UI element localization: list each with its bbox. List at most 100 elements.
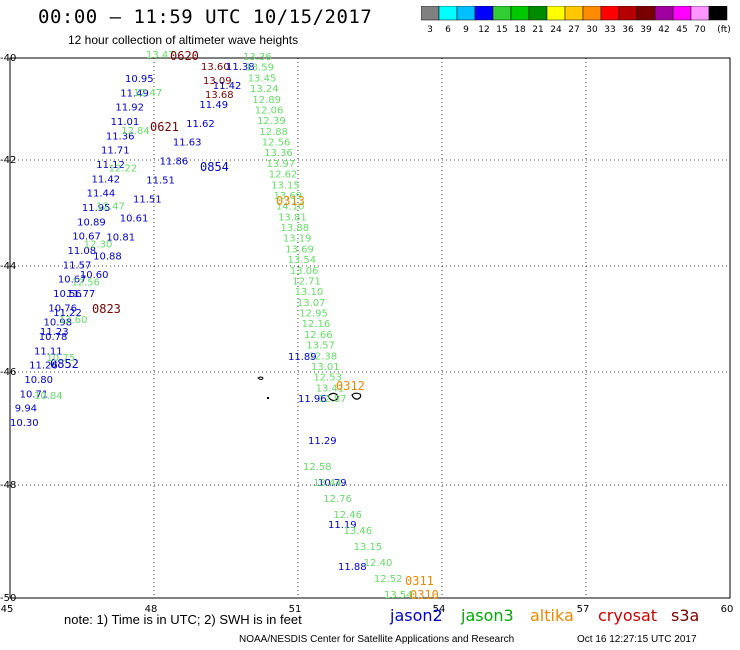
swh-value: 10.76 — [48, 303, 77, 314]
swh-value: 11.08 — [68, 246, 97, 257]
pass-time-label: 0310 — [410, 588, 439, 602]
swh-value: 12.39 — [257, 116, 286, 127]
footer-credit: NOAA/NESDIS Center for Satellite Applica… — [239, 634, 515, 645]
swh-value: 10.75 — [46, 353, 75, 364]
swh-value: 11.23 — [40, 327, 69, 338]
swh-value: 12.89 — [252, 95, 281, 106]
legend-s3a: s3a — [671, 606, 700, 625]
swh-value: 13.45 — [248, 73, 277, 84]
scale-label: 6 — [445, 25, 451, 35]
swh-value: 12.87 — [318, 394, 347, 405]
pass-time-label: 0823 — [92, 302, 121, 316]
swh-value: 11.01 — [111, 117, 140, 128]
swh-value: 11.42 — [91, 174, 120, 185]
swh-value: 13.01 — [311, 362, 340, 373]
scale-swatch — [708, 6, 728, 21]
swh-value: 11.38 — [226, 62, 255, 73]
swh-value: 12.16 — [302, 319, 331, 330]
swh-value: 11.51 — [146, 176, 175, 187]
scale-label: 39 — [640, 25, 652, 35]
swh-value: 11.86 — [160, 157, 189, 168]
swh-value: 13.57 — [306, 341, 335, 352]
lon-label: 60 — [721, 604, 734, 615]
swh-value: 13.07 — [297, 298, 326, 309]
swh-value: 10.61 — [120, 213, 149, 224]
swh-value: 11.57 — [63, 260, 92, 271]
swh-value: 13.97 — [266, 159, 295, 170]
pass-time-label: 0312 — [336, 379, 365, 393]
swh-value: 13.06 — [290, 266, 319, 277]
swh-value: 12.62 — [269, 170, 298, 181]
swh-value: 10.95 — [125, 74, 154, 85]
swh-value: 11.12 — [96, 160, 125, 171]
swh-value: 12.84 — [121, 126, 150, 137]
swh-value: 10.71 — [20, 389, 49, 400]
scale-label: 3 — [427, 25, 433, 35]
lat-label: -42 — [0, 155, 16, 166]
scale-label: 24 — [550, 25, 562, 35]
legend-jason2: jason2 — [390, 606, 443, 625]
lat-label: -44 — [0, 261, 16, 272]
swh-value: 11.51 — [133, 195, 162, 206]
swh-value: 13.36 — [243, 52, 272, 63]
scale-label: 18 — [514, 25, 526, 35]
swh-value: 13.54 — [288, 255, 317, 266]
swh-value: 12.46 — [333, 510, 362, 521]
swh-value: 10.67 — [72, 232, 101, 243]
swh-value: 12.76 — [323, 494, 352, 505]
swh-value: 11.44 — [87, 189, 116, 200]
swh-value: 11.92 — [115, 103, 144, 114]
swh-value: 11.49 — [120, 88, 149, 99]
swh-value: 11.95 — [82, 203, 111, 214]
lon-label: 57 — [577, 604, 590, 615]
swh-value: 9.94 — [15, 404, 37, 415]
swh-value: 12.47 — [96, 202, 125, 213]
swh-value: 13.44 — [313, 478, 342, 489]
swh-value: 12.40 — [364, 558, 393, 569]
lat-label: -48 — [0, 480, 16, 491]
swh-value: 13.54 — [384, 590, 413, 601]
swh-value: 13.46 — [344, 526, 373, 537]
swh-value: 10.78 — [39, 332, 68, 343]
swh-value: 11.11 — [34, 346, 63, 357]
swh-value: 13.69 — [285, 244, 314, 255]
scale-label: 42 — [658, 25, 669, 35]
lon-label: 48 — [145, 604, 158, 615]
scale-label: 12 — [478, 25, 489, 35]
map-subtitle: 12 hour collection of altimeter wave hei… — [68, 33, 299, 47]
swh-value: 11.26 — [29, 361, 58, 372]
swh-value: 10.98 — [44, 318, 73, 329]
island-outline — [257, 376, 362, 402]
pass-time-label: 0852 — [50, 357, 79, 371]
swh-value: 13.19 — [283, 234, 312, 245]
lat-label: -46 — [0, 367, 16, 378]
swh-value: 12.60 — [59, 315, 88, 326]
footer-timestamp: Oct 16 12:27:15 UTC 2017 — [577, 634, 697, 645]
scale-label: 45 — [676, 25, 687, 35]
swh-value: 11.89 — [288, 352, 317, 363]
lat-label: -40 — [0, 53, 16, 64]
pass-time-label: 0621 — [150, 120, 179, 134]
swh-value: 11.77 — [67, 289, 96, 300]
map-frame — [9, 57, 731, 599]
swh-value: 13.68 — [205, 90, 234, 101]
swh-value: 13.59 — [245, 63, 274, 74]
swh-value: 13.41 — [316, 383, 345, 394]
swh-value: 12.52 — [374, 574, 403, 585]
lon-label: 51 — [289, 604, 302, 615]
swh-value: 13.60 — [201, 62, 230, 73]
swh-value: 12.38 — [309, 351, 338, 362]
lat-label: -50 — [0, 593, 16, 604]
scale-label: 21 — [532, 25, 543, 35]
swh-value: 11.36 — [106, 131, 135, 142]
swh-value: 13.15 — [354, 542, 383, 553]
pass-time-label: 0313 — [276, 194, 305, 208]
swh-value: 10.89 — [77, 217, 106, 228]
scale-label: 30 — [586, 25, 598, 35]
swh-value: 13.69 — [273, 191, 302, 202]
swh-value: 10.81 — [106, 232, 135, 243]
scale-label: 33 — [604, 25, 615, 35]
swh-value: 13.47 — [146, 50, 175, 61]
swh-value: 12.30 — [84, 239, 113, 250]
